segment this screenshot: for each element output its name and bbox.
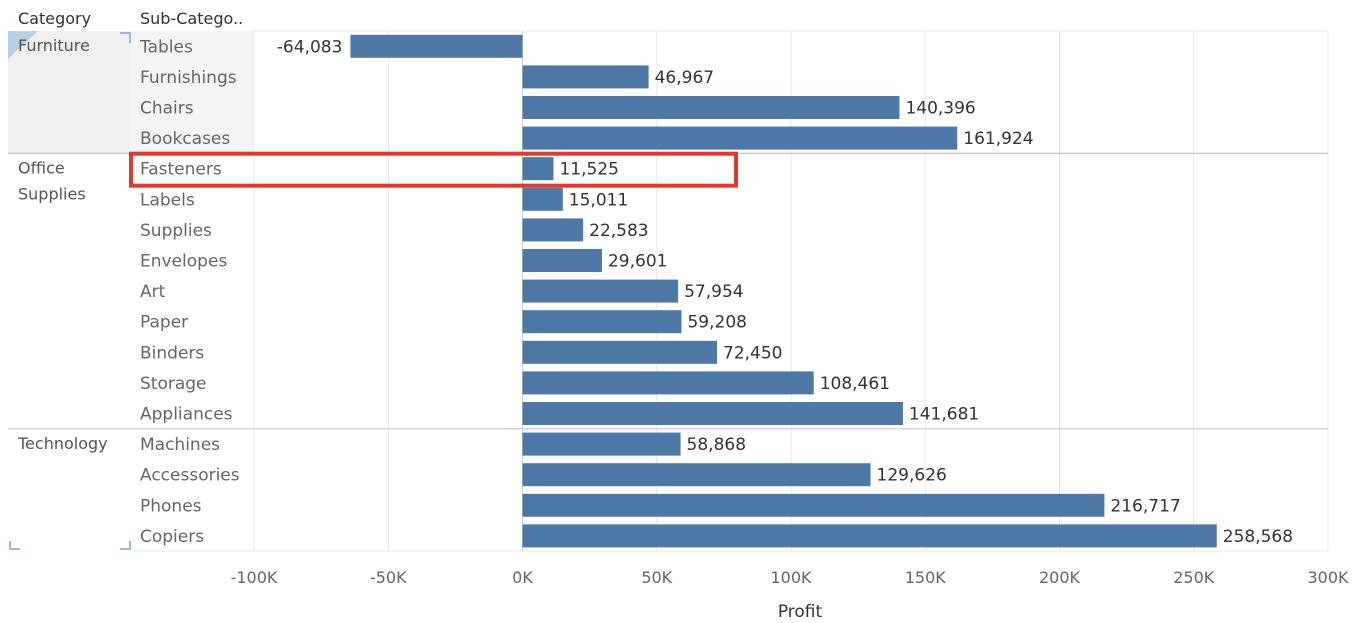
subcategory-label[interactable]: Envelopes: [140, 252, 227, 272]
selected-subcategory-pane: [130, 31, 254, 154]
selection-corner-icon: [9, 541, 20, 550]
bar[interactable]: [522, 463, 871, 487]
data-label: 216,717: [1110, 496, 1180, 516]
labels-layer: Furniture Tables -64,083 Furnishings 46,967 C…: [17, 36, 1293, 547]
selection-corner-icon: [120, 541, 131, 550]
bar[interactable]: [522, 371, 814, 395]
highlight-box: [129, 151, 738, 188]
data-label: 15,011: [569, 190, 628, 210]
data-label: 140,396: [905, 99, 975, 119]
bar[interactable]: [522, 218, 584, 242]
subcategory-label[interactable]: Appliances: [140, 405, 233, 425]
bar[interactable]: [522, 65, 649, 89]
subcategory-label[interactable]: Art: [140, 282, 166, 302]
subcategory-label[interactable]: Machines: [140, 435, 220, 455]
x-tick-label: 300K: [1307, 568, 1349, 587]
x-tick-label: 150K: [905, 568, 947, 587]
x-axis-title: Profit: [778, 602, 823, 622]
x-tick-label: 250K: [1173, 568, 1215, 587]
subcategory-label[interactable]: Binders: [140, 343, 204, 363]
bars-layer: [350, 34, 1217, 548]
category-header[interactable]: Category: [18, 9, 91, 28]
subcategory-label[interactable]: Labels: [140, 190, 195, 210]
data-label: 59,208: [687, 313, 746, 333]
x-tick-label: 50K: [641, 568, 672, 587]
subcategory-label[interactable]: Supplies: [140, 221, 212, 241]
bar[interactable]: [522, 187, 563, 211]
category-label[interactable]: Technology: [17, 434, 108, 453]
selection-corner-icon: [8, 31, 38, 59]
bar[interactable]: [350, 34, 523, 58]
data-label: -64,083: [277, 37, 343, 57]
x-tick-label: 0K: [512, 568, 533, 587]
column-headers: Category Sub-Catego..: [18, 9, 243, 28]
bar[interactable]: [522, 432, 681, 456]
bar[interactable]: [522, 340, 718, 364]
subcategory-label[interactable]: Chairs: [140, 99, 194, 119]
category-label[interactable]: Furniture: [18, 36, 90, 55]
data-label: 58,868: [687, 435, 746, 455]
bar[interactable]: [522, 126, 958, 150]
subcategory-label[interactable]: Paper: [140, 313, 188, 333]
data-label: 57,954: [684, 282, 743, 302]
highlight-layer: [129, 151, 738, 188]
x-tick-label: -50K: [370, 568, 407, 587]
data-label: 46,967: [655, 68, 714, 88]
bar[interactable]: [522, 96, 900, 119]
subcategory-label[interactable]: Bookcases: [140, 129, 230, 149]
bar[interactable]: [522, 279, 679, 303]
data-label: 129,626: [877, 466, 947, 486]
data-label: 22,583: [589, 221, 648, 241]
subcategory-label[interactable]: Phones: [140, 496, 202, 516]
bar[interactable]: [522, 402, 903, 425]
subcategory-header[interactable]: Sub-Catego..: [140, 9, 243, 28]
subcategory-label[interactable]: Furnishings: [140, 68, 237, 88]
x-tick-label: 100K: [770, 568, 812, 587]
x-axis: Profit -100K -50K 0K 50K 100K 150K 200K 250K 300…: [231, 568, 1349, 622]
bar[interactable]: [522, 157, 554, 181]
selected-category-pane: [8, 31, 130, 154]
x-tick-label: 200K: [1039, 568, 1081, 587]
data-label: 29,601: [608, 252, 667, 272]
data-label: 108,461: [820, 374, 890, 394]
bar[interactable]: [522, 249, 602, 272]
bar[interactable]: [522, 493, 1105, 517]
subcategory-label[interactable]: Storage: [140, 374, 207, 394]
selection-corner-icon: [120, 32, 131, 43]
data-label: 161,924: [963, 129, 1033, 149]
subcategory-label[interactable]: Accessories: [140, 466, 240, 486]
bar[interactable]: [522, 310, 682, 334]
data-label: 11,525: [559, 160, 618, 180]
data-label: 258,568: [1223, 527, 1293, 547]
category-label[interactable]: Office Supplies: [18, 158, 86, 203]
selection-layer: [8, 31, 254, 550]
data-label: 141,681: [909, 405, 979, 425]
data-label: 72,450: [723, 343, 782, 363]
subcategory-label[interactable]: Tables: [139, 37, 193, 57]
subcategory-label[interactable]: Fasteners: [140, 160, 222, 180]
subcategory-label[interactable]: Copiers: [140, 527, 204, 547]
bar[interactable]: [522, 524, 1217, 548]
x-tick-label: -100K: [231, 568, 278, 587]
